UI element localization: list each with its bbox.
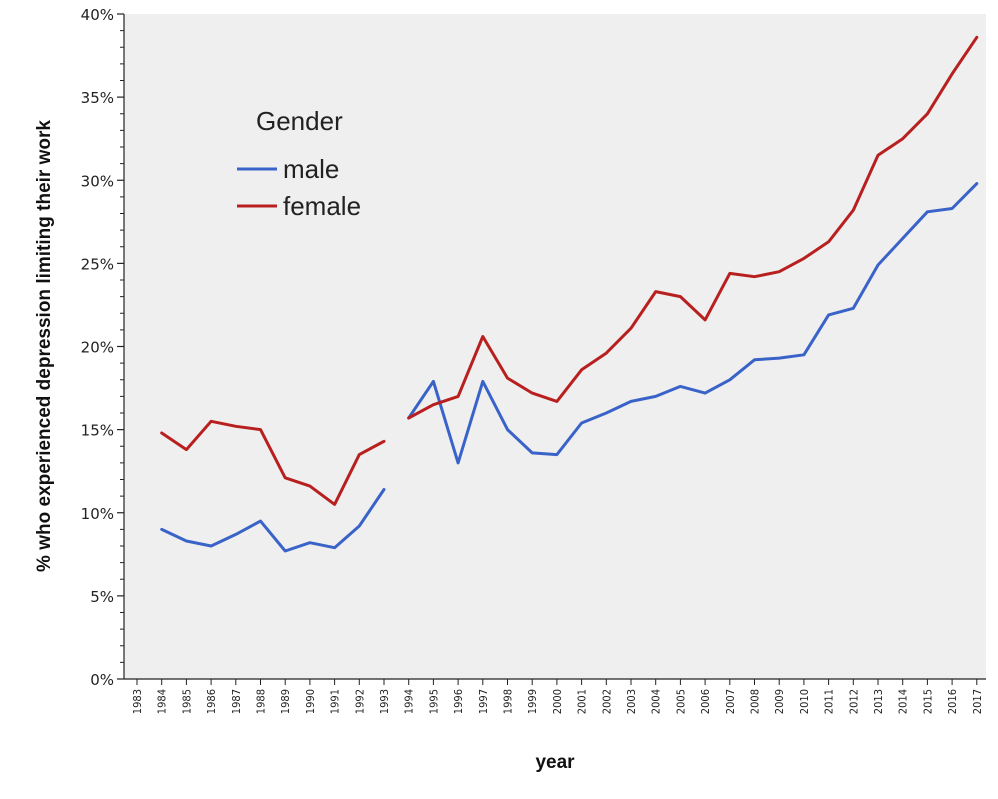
x-tick-label: 1998: [502, 689, 515, 714]
y-tick-label: 40%: [81, 6, 114, 24]
y-tick-label: 25%: [81, 255, 114, 273]
x-tick-label: 1994: [403, 689, 416, 714]
x-tick-label: 2013: [872, 689, 885, 714]
y-tick-label: 15%: [81, 422, 114, 440]
legend-title: Gender: [256, 106, 343, 136]
x-tick-label: 2015: [921, 689, 934, 714]
x-tick-label: 2014: [897, 689, 910, 714]
x-tick-label: 1992: [353, 689, 366, 714]
x-tick-label: 2016: [946, 689, 959, 714]
x-tick-label: 1984: [156, 689, 169, 714]
series-lines: [160, 35, 979, 553]
x-axis-title: year: [535, 752, 575, 773]
y-axis-title: % who experienced depression limiting th…: [34, 120, 55, 572]
x-tick-label: 2000: [551, 689, 564, 714]
x-tick-label: 1990: [304, 689, 317, 714]
x-tick-label: 1996: [452, 689, 465, 714]
x-tick-label: 2005: [674, 689, 687, 714]
x-tick-label: 1991: [329, 689, 342, 714]
y-tick-label: 35%: [81, 89, 114, 107]
x-tick-label: 2004: [650, 689, 663, 714]
legend: Gender male female: [237, 106, 361, 221]
x-tick-label: 1986: [205, 689, 218, 714]
y-tick-label: 0%: [90, 671, 114, 689]
x-tick-label: 1993: [378, 689, 391, 714]
x-tick-label: 1987: [230, 689, 243, 714]
series-line-female-segment-2: [407, 35, 979, 420]
x-tick-label: 2006: [699, 689, 712, 714]
x-tick-label: 2002: [600, 689, 613, 714]
y-tick-label: 20%: [81, 339, 114, 357]
x-tick-label: 1983: [131, 689, 144, 714]
x-tick-label: 2003: [625, 689, 638, 714]
y-ticks: 0% 5% 10% 15% 20% 25% 30% 35% 40%: [81, 6, 124, 689]
x-tick-label: 1995: [427, 689, 440, 714]
x-tick-label: 1988: [255, 689, 268, 714]
y-tick-label: 30%: [81, 172, 114, 190]
plot-area: [124, 14, 986, 679]
x-tick-label: 1997: [477, 689, 490, 714]
x-tick-label: 2001: [576, 689, 589, 714]
y-tick-label: 10%: [81, 505, 114, 523]
x-tick-label: 2010: [798, 689, 811, 714]
x-tick-label: 2008: [749, 689, 762, 714]
x-tick-label: 1989: [279, 689, 292, 714]
x-tick-label: 1985: [180, 689, 193, 714]
x-tick-label: 1999: [526, 689, 539, 714]
x-tick-label: 2009: [773, 689, 786, 714]
x-ticks: 1983 1984 1985 1986 1987 1988 1989 1990 1991 1992…: [131, 679, 984, 714]
x-tick-label: 2012: [847, 689, 860, 714]
series-line-male-segment-1: [160, 488, 386, 553]
legend-label-female: female: [283, 191, 361, 221]
x-tick-label: 2011: [823, 689, 836, 714]
legend-label-male: male: [283, 154, 339, 184]
x-tick-label: 2007: [724, 689, 737, 714]
series-line-male-segment-2: [407, 182, 979, 465]
series-line-female-segment-1: [160, 419, 386, 506]
y-tick-label: 5%: [90, 588, 114, 606]
x-tick-label: 2017: [971, 689, 984, 714]
